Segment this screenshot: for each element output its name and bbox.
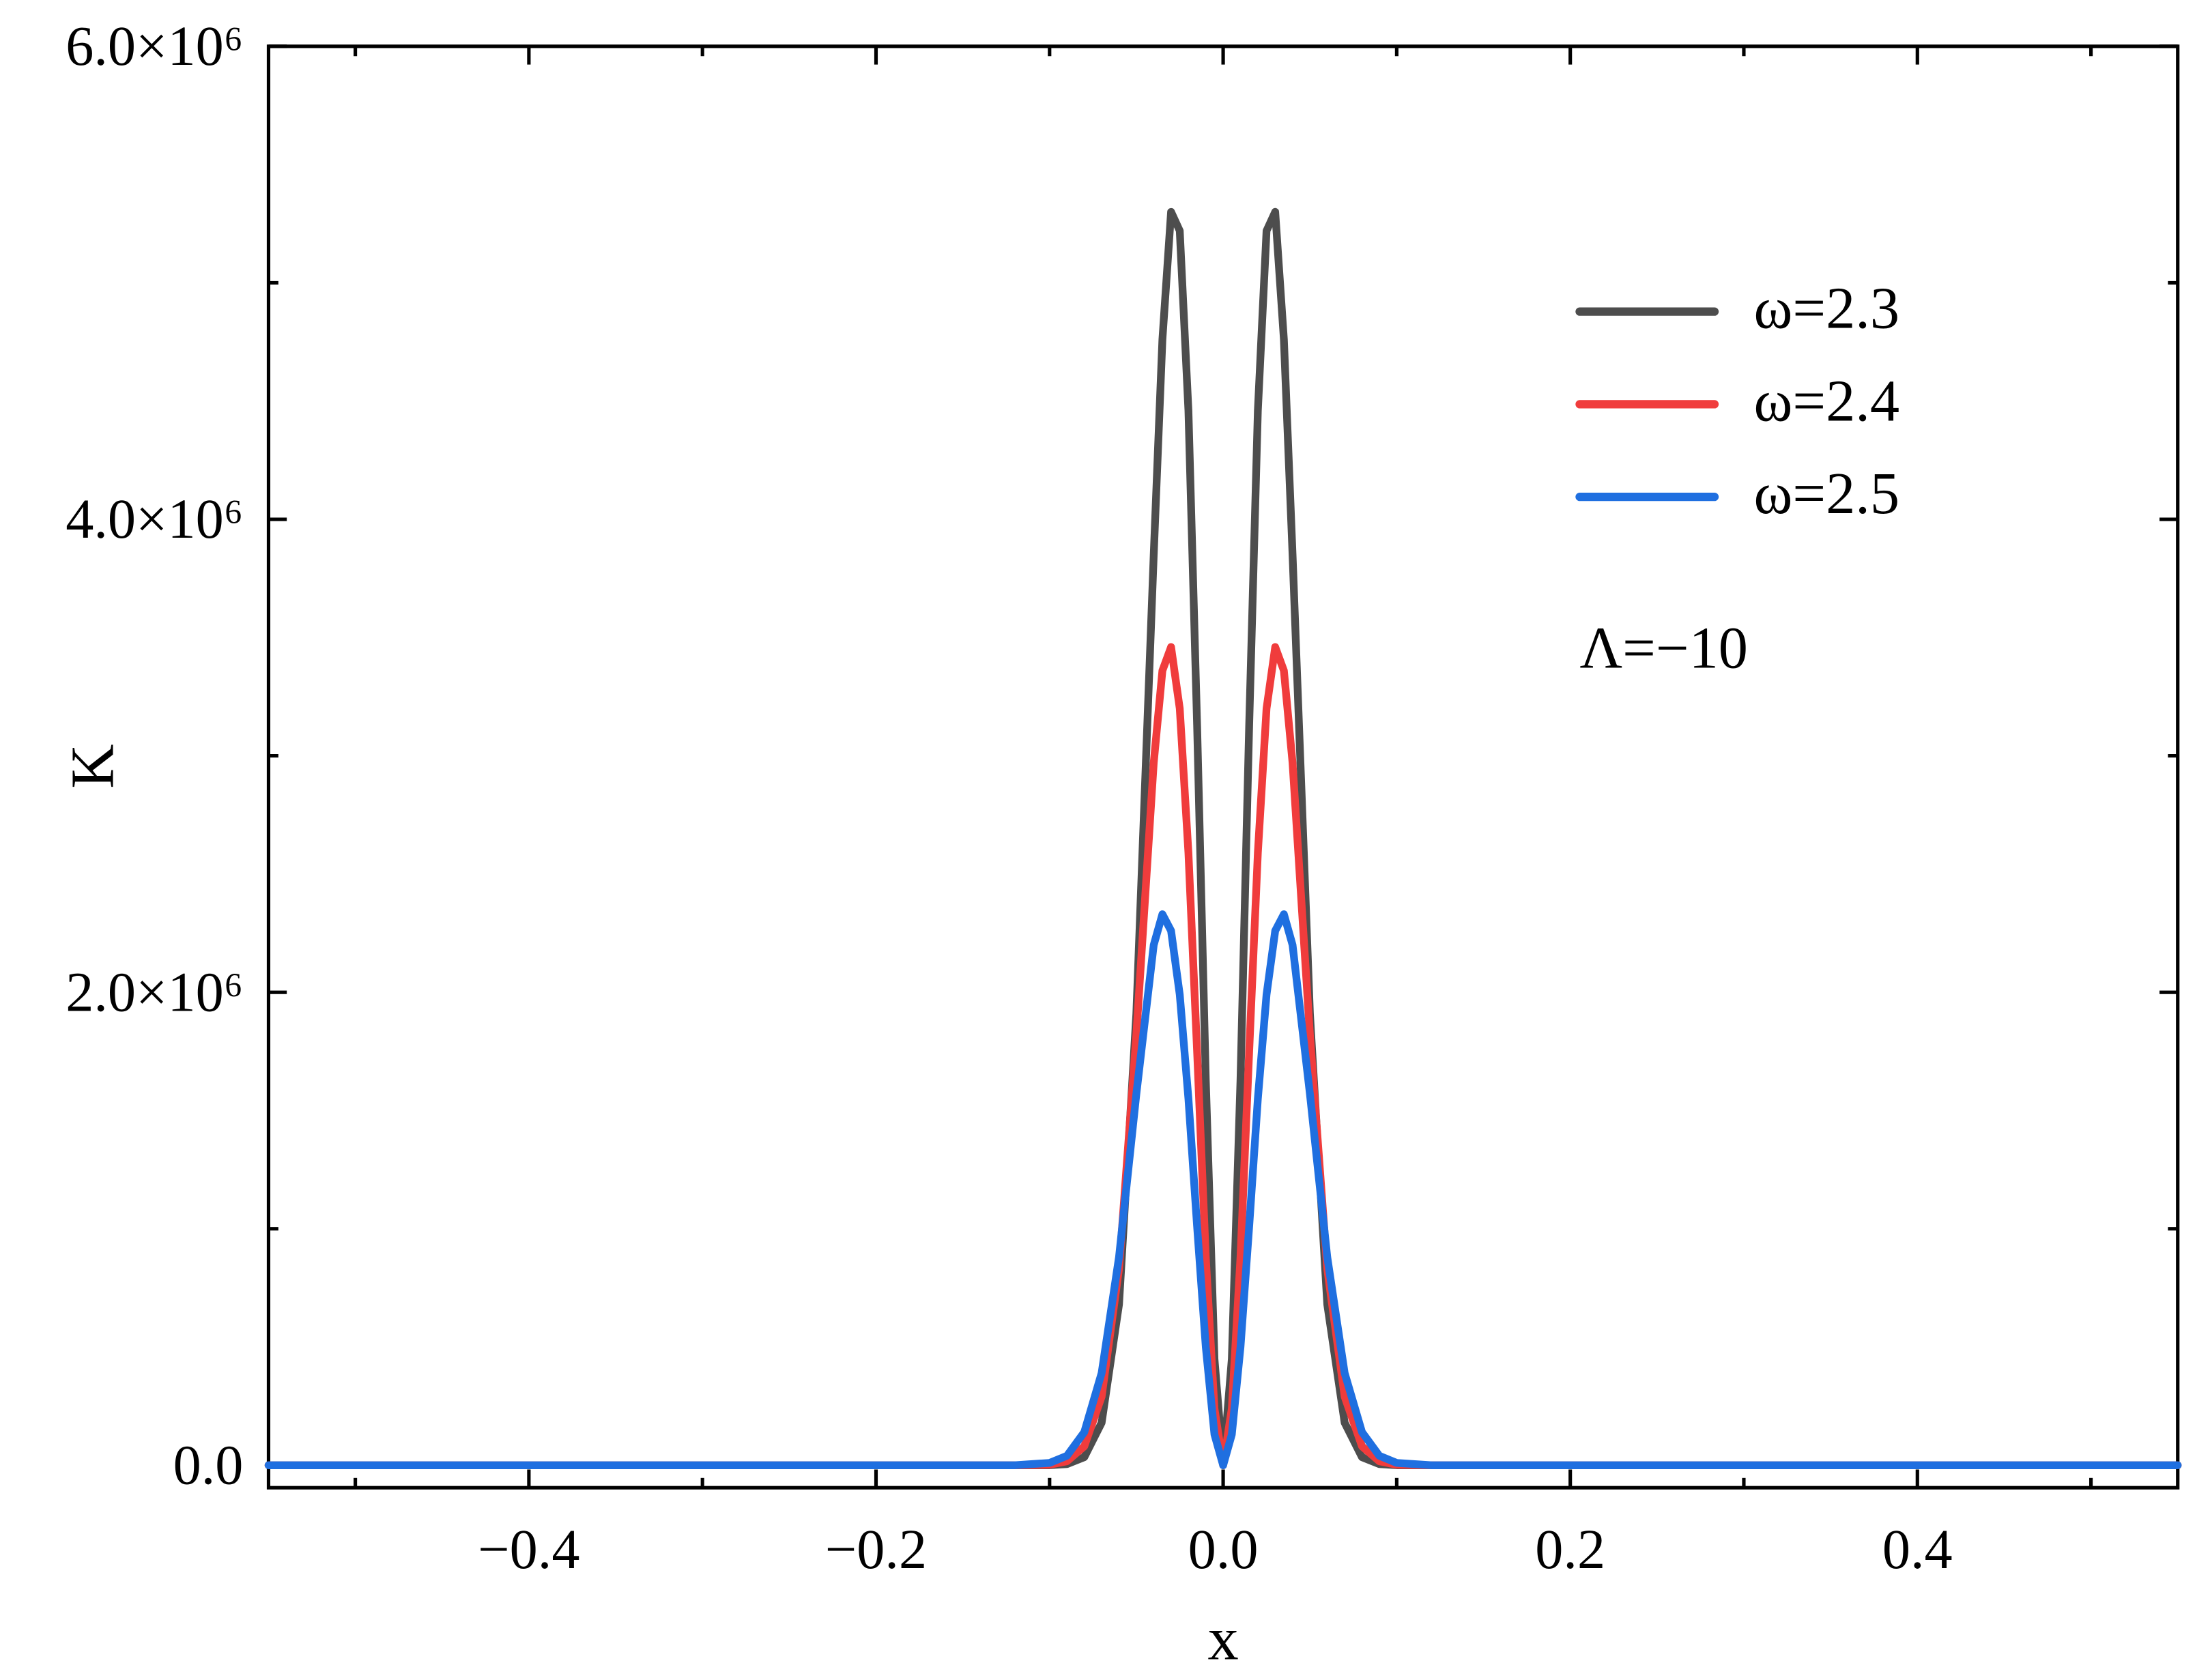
x-axis-label: x (1207, 1604, 1238, 1672)
series-line (264, 643, 2182, 1469)
y-tick-label: 6.0×10⁶ (66, 15, 243, 77)
x-tick-label: 0.0 (1188, 1518, 1259, 1580)
legend-label: ω=2.3 (1754, 276, 1900, 341)
series-line (264, 910, 2182, 1469)
annotation: Λ=−10 (1580, 615, 1748, 680)
y-tick-label: 4.0×10⁶ (66, 488, 243, 550)
y-tick-label: 0.0 (173, 1434, 244, 1496)
x-tick-label: 0.4 (1882, 1518, 1953, 1580)
y-axis-label: K (57, 744, 126, 788)
legend-label: ω=2.5 (1754, 461, 1900, 526)
y-tick-label: 2.0×10⁶ (66, 961, 243, 1023)
x-tick-label: −0.2 (825, 1518, 927, 1580)
x-tick-label: −0.4 (478, 1518, 579, 1580)
plot-frame (266, 44, 2180, 1490)
legend-label: ω=2.4 (1754, 368, 1900, 433)
x-tick-label: 0.2 (1535, 1518, 1605, 1580)
